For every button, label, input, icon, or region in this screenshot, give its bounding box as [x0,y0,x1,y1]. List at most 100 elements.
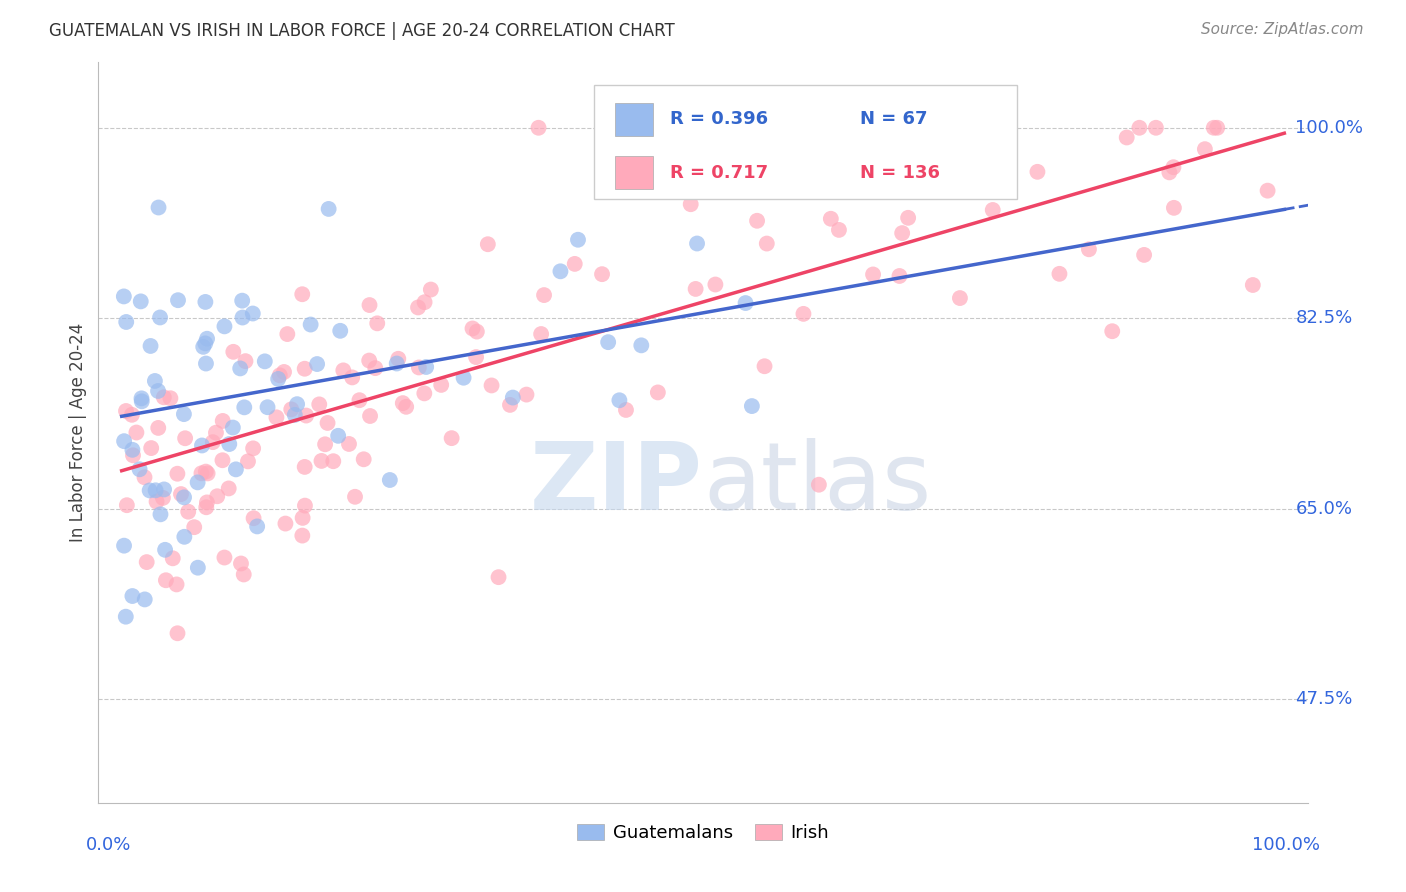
Point [1159,165,1181,179]
Point [195,495,218,509]
Point [337,437,360,451]
Point [231,310,253,325]
Point [378,473,401,487]
Point [128,462,150,476]
Point [273,365,295,379]
Point [308,397,330,411]
Point [256,401,278,415]
Point [342,370,364,384]
Point [205,425,228,440]
Point [229,361,252,376]
Point [183,520,205,534]
Point [141,441,163,455]
Point [170,487,193,501]
Point [332,363,354,377]
Point [344,490,367,504]
Point [1241,278,1264,293]
Point [609,393,631,408]
Point [218,482,240,496]
Point [112,539,135,553]
Point [387,351,409,366]
Text: R = 0.396: R = 0.396 [671,111,769,128]
Point [934,120,956,135]
Point [527,120,550,135]
Point [121,589,143,603]
Text: 82.5%: 82.5% [1295,310,1353,327]
Point [143,374,166,388]
Point [707,131,730,145]
Point [359,409,381,423]
Point [754,359,776,374]
Point [349,393,371,408]
Point [481,378,503,392]
Point [194,294,217,309]
Point [194,357,217,371]
Point [734,296,756,310]
Point [502,391,524,405]
Point [322,454,344,468]
Point [253,354,276,368]
Point [115,404,138,418]
Point [222,344,245,359]
Text: 0.0%: 0.0% [86,836,132,855]
Point [125,425,148,440]
Point [685,282,707,296]
Point [1049,267,1071,281]
Point [242,442,264,456]
Point [963,134,986,148]
Point [233,401,256,415]
Point [242,306,264,320]
Point [201,435,224,450]
Point [1202,120,1225,135]
Point [939,142,962,156]
Point [232,567,254,582]
Point [741,399,763,413]
Point [280,402,302,417]
Point [924,178,946,192]
Point [419,283,441,297]
Point [366,316,388,330]
Point [291,528,314,542]
Point [359,298,381,312]
Point [222,420,245,434]
Point [187,560,209,574]
Legend: Guatemalans, Irish: Guatemalans, Irish [569,816,837,849]
Point [274,516,297,531]
Point [533,288,555,302]
Point [1194,142,1216,156]
Point [353,452,375,467]
Point [1128,120,1150,135]
Text: N = 67: N = 67 [860,111,928,128]
Point [406,301,429,315]
FancyBboxPatch shape [595,85,1018,200]
Point [477,237,499,252]
Point [139,339,162,353]
Point [284,408,307,422]
Point [246,519,269,533]
Point [364,361,387,376]
Point [465,350,488,364]
Point [115,315,138,329]
Point [294,499,316,513]
Point [148,201,170,215]
Point [276,327,298,342]
Point [359,353,381,368]
Point [314,437,336,451]
Point [153,542,176,557]
Point [193,340,215,354]
Point [408,360,430,375]
Point [329,324,352,338]
Point [807,477,830,491]
Point [166,626,188,640]
Bar [614,156,654,189]
Point [550,264,572,278]
Point [177,505,200,519]
Point [488,570,510,584]
Point [166,577,188,591]
Point [299,318,322,332]
Point [148,421,170,435]
Point [174,431,197,445]
Point [1115,130,1137,145]
Text: atlas: atlas [703,439,931,531]
Point [1257,184,1279,198]
